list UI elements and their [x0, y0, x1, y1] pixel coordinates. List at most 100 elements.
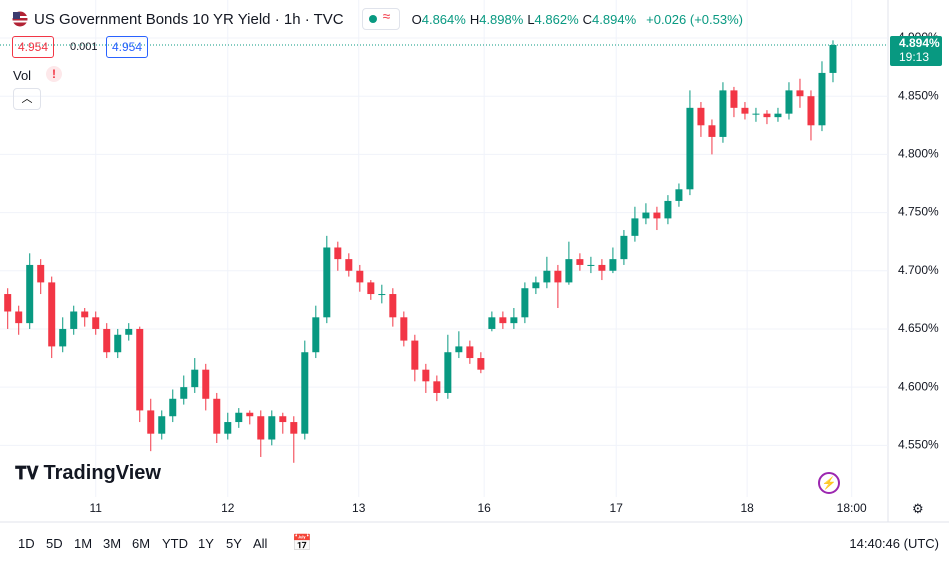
- ohlc-key: O: [411, 11, 422, 27]
- candle-body: [301, 352, 309, 434]
- change: +0.026 (+0.53%): [646, 11, 743, 27]
- sell-button[interactable]: 4.954: [12, 36, 55, 58]
- candle-body: [763, 113, 771, 118]
- candle-body: [235, 412, 243, 423]
- candle-body: [356, 270, 364, 283]
- candle-body: [620, 235, 628, 260]
- countdown-label: 19:13: [899, 50, 929, 64]
- candle-body: [653, 212, 661, 219]
- x-tick-label: 18: [740, 501, 754, 515]
- range-button[interactable]: YTD: [162, 536, 188, 551]
- last-price-tag: [890, 35, 942, 66]
- logo: 𝐓𝐕 TradingView: [15, 462, 161, 484]
- candle-body: [730, 90, 738, 108]
- candle-body: [334, 247, 342, 260]
- symbol-title[interactable]: US Government Bonds 10 YR Yield · 1h · T…: [34, 10, 344, 28]
- x-tick-label: 17: [610, 501, 624, 515]
- candle-body: [312, 317, 320, 353]
- x-tick-label: 11: [89, 501, 102, 515]
- range-button[interactable]: 1Y: [198, 536, 214, 551]
- candle-body: [477, 358, 485, 370]
- candle-body: [631, 218, 639, 236]
- ohlc-value: 4.894%: [592, 11, 637, 27]
- y-tick-label: 4.800%: [898, 147, 939, 161]
- candle-body: [444, 352, 452, 393]
- candle-body: [785, 90, 793, 114]
- candle-body: [433, 381, 441, 393]
- range-button[interactable]: 5D: [46, 536, 63, 551]
- range-button[interactable]: All: [253, 536, 268, 551]
- candle-body: [147, 410, 155, 434]
- candle-body: [664, 200, 672, 219]
- candle-body: [180, 387, 188, 399]
- candle-body: [125, 328, 133, 335]
- candle-body: [37, 264, 45, 283]
- ohlc-value: 4.862%: [534, 11, 579, 27]
- candle-body: [323, 247, 331, 318]
- y-tick-label: 4.650%: [898, 321, 939, 335]
- candle-body: [807, 96, 815, 126]
- candle-body: [521, 288, 529, 318]
- settings-icon[interactable]: ⚙: [912, 501, 924, 516]
- candle-body: [752, 113, 760, 115]
- candle-body: [543, 270, 551, 283]
- candle-body: [246, 412, 254, 417]
- candle-body: [532, 282, 540, 289]
- ohlc-values: O4.864% H4.898% L4.862% C4.894%: [412, 12, 641, 27]
- event-icon[interactable]: ⚡: [818, 472, 840, 494]
- range-button[interactable]: 5Y: [226, 536, 242, 551]
- candle-body: [4, 294, 12, 312]
- candle-body: [202, 369, 210, 399]
- warning-icon[interactable]: !: [46, 66, 62, 82]
- candle-body: [26, 264, 34, 324]
- candle-body: [554, 270, 562, 283]
- y-tick-label: 4.550%: [898, 438, 939, 452]
- range-button[interactable]: 1D: [18, 536, 35, 551]
- last-price-label: 4.894%: [899, 36, 940, 50]
- candle-body: [466, 346, 474, 359]
- candle-body: [268, 416, 276, 440]
- range-button[interactable]: 6M: [132, 536, 151, 551]
- range-button[interactable]: 3M: [103, 536, 122, 551]
- candle-body: [191, 369, 199, 388]
- range-button[interactable]: 1M: [74, 536, 93, 551]
- candle-body: [488, 317, 496, 329]
- ohlc-value: 4.864%: [421, 11, 466, 27]
- legend-header: US Government Bonds 10 YR Yield · 1h · T…: [12, 8, 743, 30]
- candle-body: [675, 189, 683, 201]
- candle-body: [224, 422, 232, 434]
- candle-body: [455, 346, 463, 353]
- candle-body: [367, 282, 375, 295]
- x-tick-label: 12: [221, 501, 235, 515]
- candle-body: [345, 259, 353, 271]
- spread: 0.001: [70, 41, 98, 53]
- ohlc-value: 4.898%: [479, 11, 524, 27]
- candle-body: [565, 259, 573, 283]
- candle-body: [510, 317, 518, 324]
- volume-label: Vol: [13, 68, 32, 83]
- candle-body: [15, 311, 23, 324]
- candle-body: [92, 317, 100, 329]
- candle-body: [279, 416, 287, 423]
- clock: 14:40:46 (UTC): [849, 536, 939, 551]
- ohlc-key: H: [469, 11, 480, 27]
- x-tick-label: 13: [352, 501, 366, 515]
- ohlc-key: L: [527, 11, 535, 27]
- y-tick-label: 4.750%: [898, 205, 939, 219]
- candle-body: [400, 317, 408, 341]
- candle-body: [576, 259, 584, 265]
- y-tick-label: 4.850%: [898, 88, 939, 102]
- candle-body: [158, 416, 166, 434]
- collapse-button[interactable]: ︿: [13, 88, 41, 110]
- buy-button[interactable]: 4.954: [106, 36, 149, 58]
- candle-body: [422, 369, 430, 382]
- candle-body: [81, 311, 89, 318]
- status-badge[interactable]: ≈: [361, 8, 400, 30]
- candle-body: [598, 264, 606, 271]
- candle-body: [411, 340, 419, 370]
- date-range-icon[interactable]: 📅: [292, 535, 312, 552]
- candle-body: [829, 44, 837, 73]
- y-tick-label: 4.700%: [898, 263, 939, 277]
- candle-body: [499, 317, 507, 324]
